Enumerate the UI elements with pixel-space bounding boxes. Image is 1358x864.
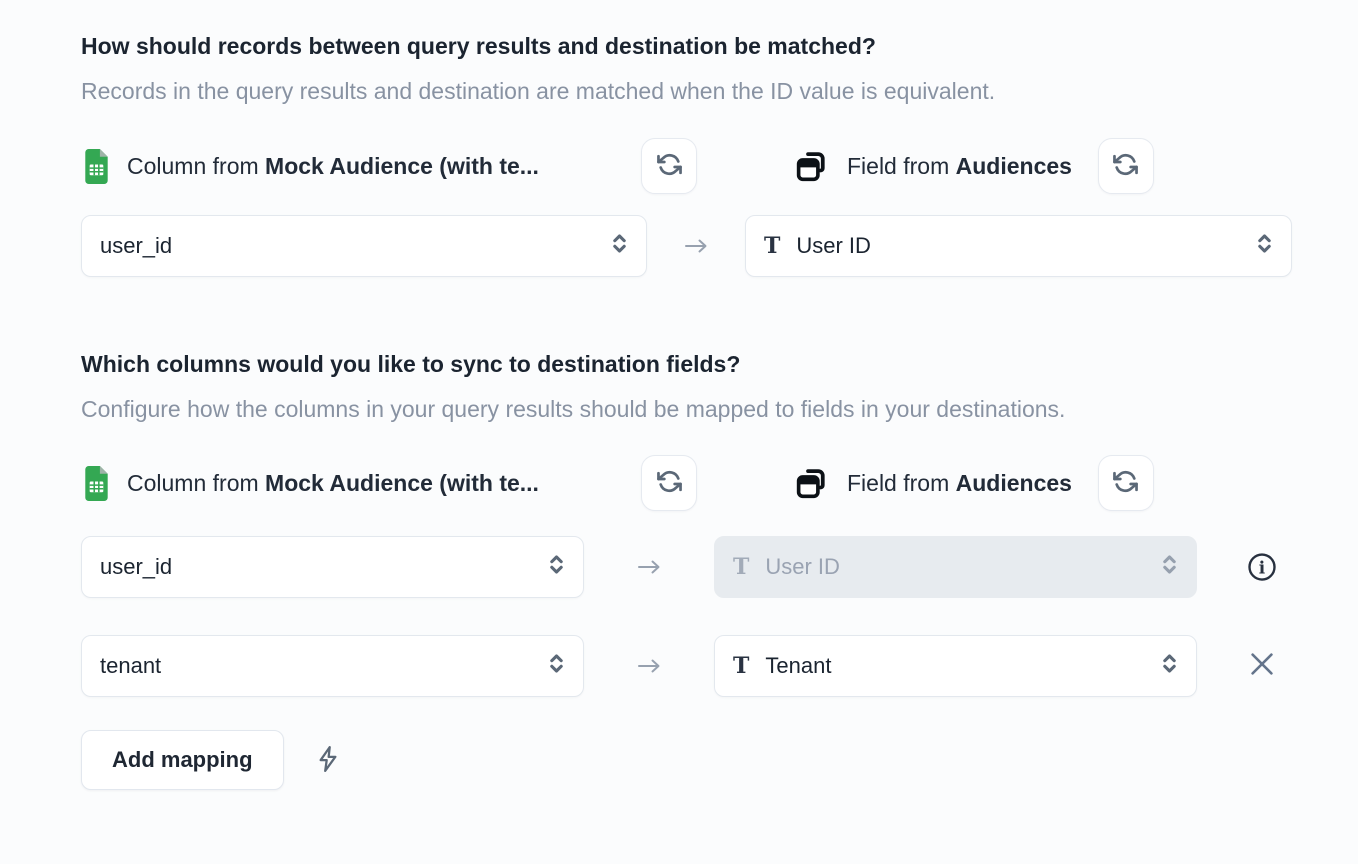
sync-mapping-row: user_id T User ID — [81, 536, 1358, 598]
sync-mapping-row: tenant T Tenant — [81, 635, 1358, 697]
match-source-label: Column from Mock Audience (with te... — [127, 152, 539, 179]
mapping-arrow — [584, 652, 714, 680]
sync-header-row: Column from Mock Audience (with te... — [81, 455, 1358, 511]
sync-dest-label: Field from Audiences — [847, 469, 1072, 496]
match-dest-header: Field from Audiences — [795, 138, 1154, 194]
chevron-updown-icon — [544, 552, 569, 582]
match-section: How should records between query results… — [81, 31, 1358, 277]
refresh-icon — [656, 468, 683, 498]
sync-dest-select-1[interactable]: T Tenant — [714, 635, 1197, 697]
sync-dest-header: Field from Audiences — [795, 455, 1154, 511]
suggest-mappings-button[interactable] — [315, 745, 341, 776]
refresh-dest-fields-button[interactable] — [1097, 455, 1154, 511]
close-icon — [1247, 649, 1277, 684]
match-source-select[interactable]: user_id — [81, 215, 647, 277]
match-source-header: Column from Mock Audience (with te... — [81, 138, 697, 194]
sync-source-header: Column from Mock Audience (with te... — [81, 455, 697, 511]
chevron-updown-icon — [1157, 651, 1182, 681]
destination-windows-icon — [795, 466, 829, 500]
chevron-updown-icon — [544, 651, 569, 681]
chevron-updown-icon — [1157, 552, 1182, 582]
sync-dest-select-0: T User ID — [714, 536, 1197, 598]
svg-text:i: i — [1259, 557, 1265, 577]
match-header-row: Column from Mock Audience (with te... — [81, 138, 1358, 194]
sync-section: Which columns would you like to sync to … — [81, 349, 1358, 790]
match-dest-label: Field from Audiences — [847, 152, 1072, 179]
add-mapping-row: Add mapping — [81, 730, 1358, 790]
mapping-arrow — [584, 553, 714, 581]
match-dest-select[interactable]: T User ID — [745, 215, 1292, 277]
match-heading: How should records between query results… — [81, 33, 876, 59]
sync-source-select-0[interactable]: user_id — [81, 536, 584, 598]
refresh-source-columns-button[interactable] — [641, 138, 697, 194]
text-type-icon: T — [733, 653, 750, 679]
info-icon[interactable]: i — [1246, 552, 1278, 582]
spreadsheet-icon — [81, 148, 111, 185]
sync-subtitle: Configure how the columns in your query … — [81, 396, 1066, 422]
lightning-bolt-icon — [315, 745, 341, 776]
text-type-icon: T — [733, 554, 750, 580]
chevron-updown-icon — [607, 231, 632, 261]
refresh-icon — [1112, 468, 1139, 498]
refresh-source-columns-button[interactable] — [641, 455, 697, 511]
mapping-arrow — [647, 232, 745, 260]
remove-mapping-button[interactable] — [1246, 649, 1278, 684]
sync-source-select-1[interactable]: tenant — [81, 635, 584, 697]
sync-heading: Which columns would you like to sync to … — [81, 351, 741, 377]
refresh-icon — [656, 151, 683, 181]
add-mapping-button[interactable]: Add mapping — [81, 730, 284, 790]
match-subtitle: Records in the query results and destina… — [81, 78, 996, 104]
sync-source-label: Column from Mock Audience (with te... — [127, 469, 539, 496]
refresh-dest-fields-button[interactable] — [1097, 138, 1154, 194]
refresh-icon — [1112, 151, 1139, 181]
match-mapping-row: user_id T User ID — [81, 215, 1358, 277]
spreadsheet-icon — [81, 465, 111, 502]
sync-mapping-panel: How should records between query results… — [81, 31, 1358, 790]
text-type-icon: T — [764, 233, 781, 259]
destination-windows-icon — [795, 149, 829, 183]
chevron-updown-icon — [1252, 231, 1277, 261]
